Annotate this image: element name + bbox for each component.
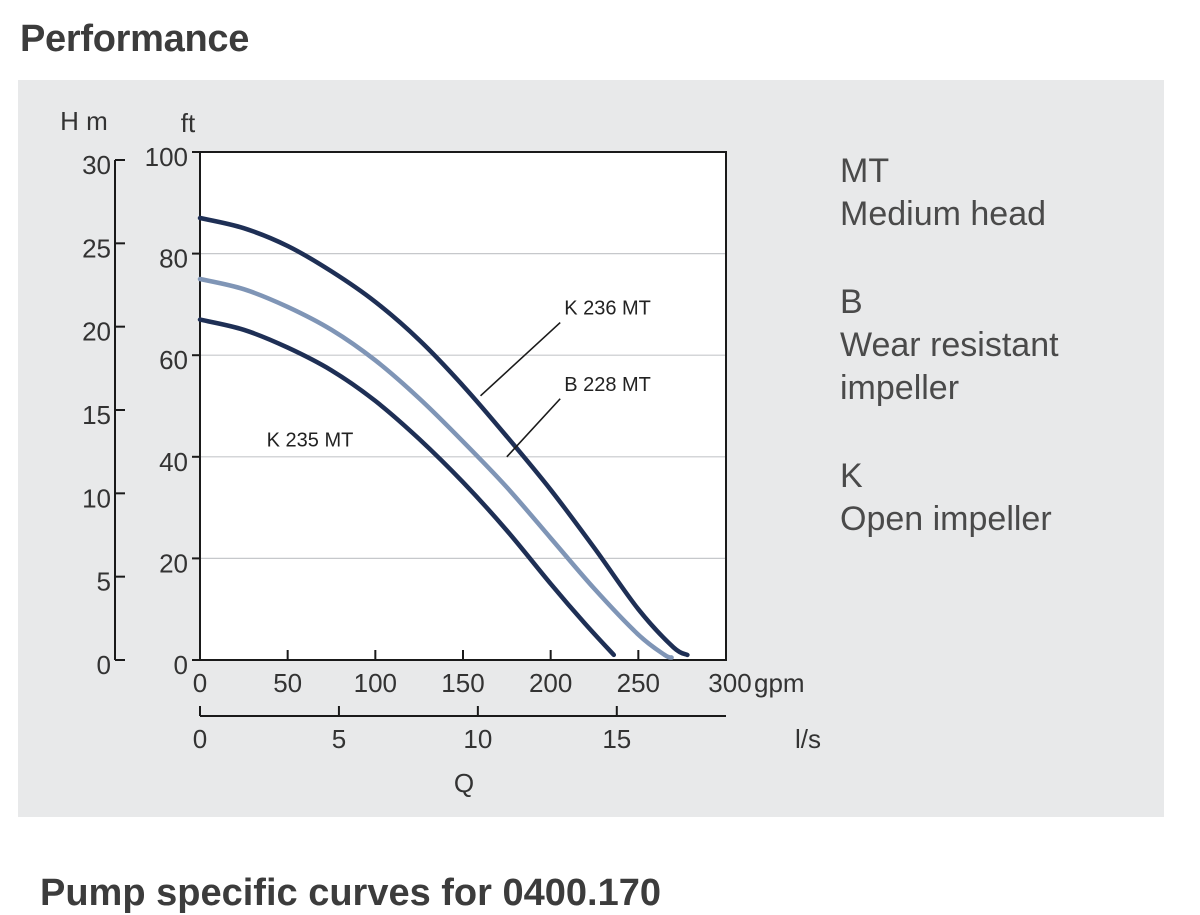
- performance-panel: 0 20 40 60 80 100 ft 0 5 10 15 20 25 30 H m 0 50 100 150 20…: [18, 80, 1164, 817]
- x-gpm-tick-label: 0: [193, 668, 207, 698]
- x-ls-tick-label: 15: [602, 724, 631, 754]
- x-gpm-tick-label: 250: [617, 668, 660, 698]
- y-m-axis-label: H m: [60, 106, 108, 136]
- legend-code: B: [840, 283, 863, 321]
- y-ft-tick-label: 40: [159, 447, 188, 477]
- y-ft-axis-label: ft: [181, 108, 196, 138]
- annotation-label: B 228 MT: [564, 374, 651, 396]
- legend-description: Wear resistant: [840, 326, 1059, 364]
- y-ft-tick-label: 60: [159, 345, 188, 375]
- y-ft-tick-label: 80: [159, 244, 188, 274]
- legend-description: impeller: [840, 369, 960, 407]
- x-gpm-tick-label: 200: [529, 668, 572, 698]
- curve-k-236-mt: [197, 215, 690, 658]
- legend-entry: MT Medium head: [840, 150, 1059, 236]
- legend-description: Open impeller: [840, 500, 1052, 538]
- annotation-leader: [479, 321, 561, 397]
- annotation-label: K 235 MT: [267, 430, 354, 452]
- legend: MT Medium head B Wear resistant impeller K Ope…: [840, 150, 1059, 586]
- x-gpm-tick-label: 50: [273, 668, 302, 698]
- y-ft-tick-label: 20: [159, 548, 188, 578]
- curve-k-235-mt: [197, 317, 617, 658]
- plot-area: [200, 152, 726, 660]
- y-m-tick-label: 0: [97, 650, 111, 680]
- x-ls-tick-label: 0: [193, 724, 207, 754]
- x-ls-tick-label: 10: [463, 724, 492, 754]
- x-axis-label: Q: [454, 768, 474, 798]
- x-gpm-tick-label: 300: [708, 668, 751, 698]
- legend-entry: K Open impeller: [840, 455, 1059, 541]
- y-m-tick-label: 5: [97, 567, 111, 597]
- annotation-leader: [506, 398, 561, 458]
- x-gpm-unit-label: gpm: [754, 668, 805, 698]
- y-m-tick-label: 30: [82, 150, 111, 180]
- legend-description: Medium head: [840, 195, 1047, 233]
- x-gpm-tick-label: 150: [441, 668, 484, 698]
- page-title: Performance: [20, 18, 250, 60]
- legend-entry: B Wear resistant impeller: [840, 281, 1059, 410]
- legend-code: MT: [840, 152, 890, 190]
- y-m-tick-label: 20: [82, 317, 111, 347]
- legend-code: K: [840, 457, 863, 495]
- y-ft-tick-label: 0: [174, 650, 188, 680]
- y-m-tick-label: 15: [82, 400, 111, 430]
- next-section-heading: Pump specific curves for 0400.170: [40, 872, 661, 914]
- y-ft-tick-label: 100: [145, 142, 188, 172]
- curve-b-228-mt: [197, 276, 674, 660]
- x-gpm-tick-label: 100: [354, 668, 397, 698]
- y-m-tick-label: 10: [82, 483, 111, 513]
- x-ls-tick-label: 5: [332, 724, 346, 754]
- x-ls-unit-label: l/s: [795, 724, 821, 754]
- annotation-label: K 236 MT: [564, 298, 651, 320]
- y-m-tick-label: 25: [82, 233, 111, 263]
